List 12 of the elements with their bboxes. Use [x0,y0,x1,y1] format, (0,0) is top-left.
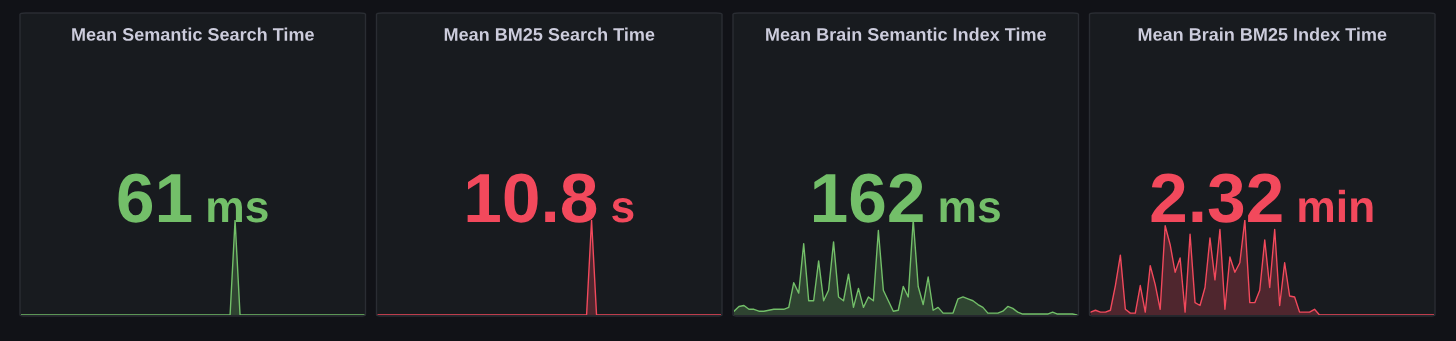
annotation: min [1299,189,1373,222]
annotation: ms [208,198,268,223]
annotation: 61 [118,173,192,223]
annotation: s [612,198,634,223]
chart-title: Mean Brain Semantic Index Time [766,27,1046,41]
chart-title: Mean Semantic Search Time [72,27,314,41]
chart-title: Mean Brain BM25 Index Time [1138,27,1387,41]
chart-title: Mean BM25 Search Time [444,27,655,41]
annotation: 162 [814,173,923,223]
annotation: 10.8 [467,173,597,223]
annotation: ms [940,198,1000,223]
annotation: 2.32 [1151,173,1282,223]
